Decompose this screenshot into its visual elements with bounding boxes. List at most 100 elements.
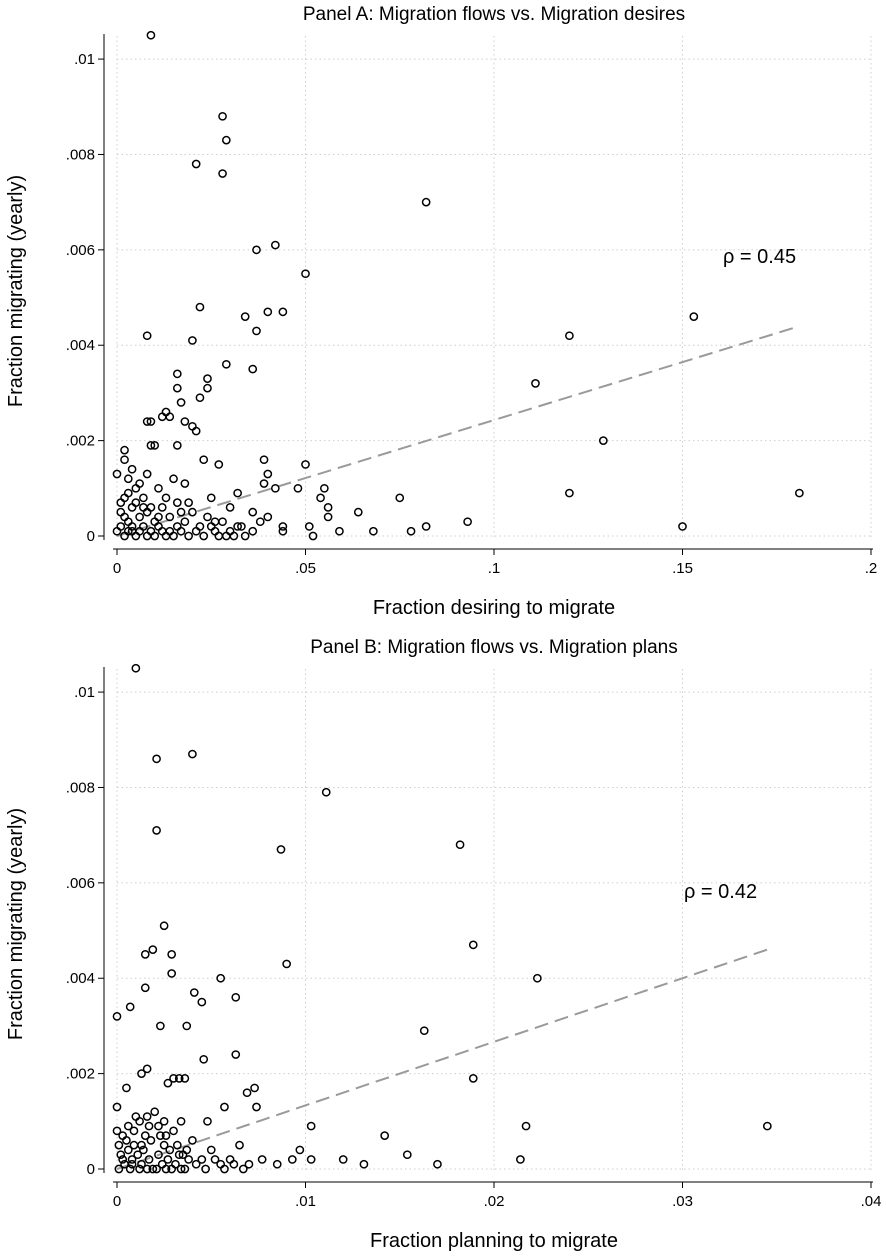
panel-a-data-point bbox=[180, 479, 190, 488]
panel-a-data-point bbox=[150, 531, 160, 541]
panel-b-data-point bbox=[188, 1136, 197, 1145]
panel-a-data-point bbox=[270, 240, 280, 250]
panel-a-fit-line bbox=[116, 325, 800, 537]
panel-a-data-point bbox=[255, 517, 265, 527]
panel-a-data-point bbox=[278, 522, 288, 531]
panel-a-data-point bbox=[323, 503, 333, 512]
panel-a-data-point bbox=[195, 393, 205, 403]
panel-a-data-point bbox=[263, 512, 273, 522]
panel-a-ytick-label: .01 bbox=[74, 51, 95, 68]
panel-b-grid bbox=[116, 669, 872, 1173]
panel-a-data-point bbox=[127, 526, 137, 536]
panel-b-data-point bbox=[163, 1078, 173, 1088]
panel-b-data-point bbox=[203, 1116, 212, 1126]
panel-a-data-point bbox=[252, 326, 261, 336]
panel-b-ytick-label: .008 bbox=[66, 779, 95, 796]
panel-b-data-point bbox=[191, 1159, 201, 1169]
panel-b-data-point bbox=[144, 1121, 154, 1131]
panel-a-data-point bbox=[176, 507, 186, 517]
panel-b-data-point bbox=[131, 663, 141, 673]
panel-b-data-point bbox=[118, 1131, 128, 1140]
panel-a-data-point bbox=[221, 135, 231, 145]
panel-b-data-point bbox=[137, 1159, 146, 1169]
panel-b-data-point bbox=[257, 1155, 267, 1164]
panel-b-data-point bbox=[229, 1159, 239, 1169]
panel-a-data-point bbox=[131, 498, 141, 507]
panel-b-data-point bbox=[114, 1164, 124, 1174]
panel-b-data-point bbox=[468, 1074, 478, 1083]
panel-a-data-point bbox=[150, 441, 160, 450]
panel-a-data-point bbox=[131, 483, 141, 493]
panel-b-data-point bbox=[282, 959, 291, 969]
panel-a-data-point bbox=[214, 460, 224, 469]
panel-a-data-point bbox=[199, 455, 209, 465]
panel-a-data-point bbox=[120, 493, 129, 503]
panel-b-data-point bbox=[276, 845, 286, 854]
panel-a-data-point bbox=[176, 398, 186, 407]
panel-b-data-point bbox=[112, 1102, 122, 1112]
panel-b-data-point bbox=[172, 1140, 182, 1150]
panel-a-data-point bbox=[139, 503, 148, 512]
panel-a-data-point bbox=[689, 312, 699, 321]
panel-b-data-point bbox=[125, 1164, 135, 1174]
panel-a-data-point bbox=[248, 526, 258, 536]
panel-a-data-point bbox=[146, 30, 156, 40]
panel-b-data-point bbox=[144, 1155, 154, 1164]
panel-a-data-point bbox=[278, 526, 288, 536]
panel-b-ylabel: Fraction migrating (yearly) bbox=[5, 808, 27, 1040]
panel-a-data-point bbox=[252, 245, 261, 255]
panel-b-data-point bbox=[154, 1150, 163, 1160]
panel-a-data-point bbox=[169, 531, 178, 541]
panel-b-data-point bbox=[169, 1126, 178, 1136]
panel-b-data-point bbox=[231, 992, 241, 1002]
panel-a-points bbox=[112, 30, 804, 541]
panel-a-data-point bbox=[142, 417, 152, 426]
panel-a-xtick-label: .1 bbox=[488, 560, 501, 577]
panel-a-data-point bbox=[180, 417, 190, 426]
panel-b-data-point bbox=[123, 1145, 133, 1155]
panel-b-data-point bbox=[516, 1155, 525, 1164]
panel-a-data-point bbox=[237, 522, 246, 531]
panel-b-data-point bbox=[137, 1140, 146, 1150]
panel-b-data-point bbox=[118, 1155, 128, 1164]
panel-b-data-point bbox=[171, 1159, 180, 1169]
panel-b-data-point bbox=[250, 1083, 259, 1093]
panel-a-data-point bbox=[421, 522, 431, 531]
panel-a-data-point bbox=[127, 464, 137, 474]
panel-b-data-point bbox=[419, 1026, 429, 1036]
panel-b-data-point bbox=[169, 1074, 178, 1083]
panel-b-data-point bbox=[140, 983, 150, 993]
panel-b-data-point bbox=[433, 1159, 442, 1169]
panel-a-data-point bbox=[184, 498, 193, 507]
panel-a-data-point bbox=[146, 441, 156, 450]
panel-a-data-point bbox=[301, 269, 310, 279]
panel-a-data-point bbox=[157, 503, 167, 512]
panel-a-data-point bbox=[135, 512, 144, 522]
panel-b-xtick-label: .03 bbox=[672, 1193, 693, 1210]
panel-a-data-point bbox=[316, 493, 325, 503]
panel-a-data-point bbox=[565, 488, 574, 498]
panel-a-data-point bbox=[233, 488, 242, 498]
panel-b-data-point bbox=[235, 1140, 244, 1150]
panel-b-data-point bbox=[154, 1121, 163, 1131]
panel-a-data-point bbox=[139, 493, 148, 503]
panel-a-data-point bbox=[304, 522, 314, 531]
panel-a-chart: Panel A: Migration flows vs. Migration d… bbox=[5, 4, 877, 619]
panel-b-data-point bbox=[156, 1131, 165, 1140]
panel-b-data-point bbox=[116, 1150, 126, 1160]
panel-a-data-point bbox=[172, 369, 182, 379]
panel-b-data-point bbox=[137, 1069, 146, 1078]
panel-a-ytick-label: .006 bbox=[66, 242, 95, 259]
panel-a-data-point bbox=[301, 460, 310, 469]
panel-a-ytick-label: .002 bbox=[66, 433, 95, 450]
panel-a-data-point bbox=[195, 302, 205, 312]
panel-a-data-point bbox=[184, 531, 193, 541]
panel-b-xtick-label: .04 bbox=[861, 1193, 882, 1210]
panel-a-data-point bbox=[218, 111, 227, 121]
panel-b-data-point bbox=[159, 1116, 169, 1126]
panel-b-data-point bbox=[402, 1150, 412, 1160]
panel-b-data-point bbox=[295, 1145, 305, 1155]
panel-a-xtick-label: .05 bbox=[295, 560, 316, 577]
panel-a-data-point bbox=[323, 512, 333, 522]
panel-a-data-point bbox=[248, 364, 258, 374]
